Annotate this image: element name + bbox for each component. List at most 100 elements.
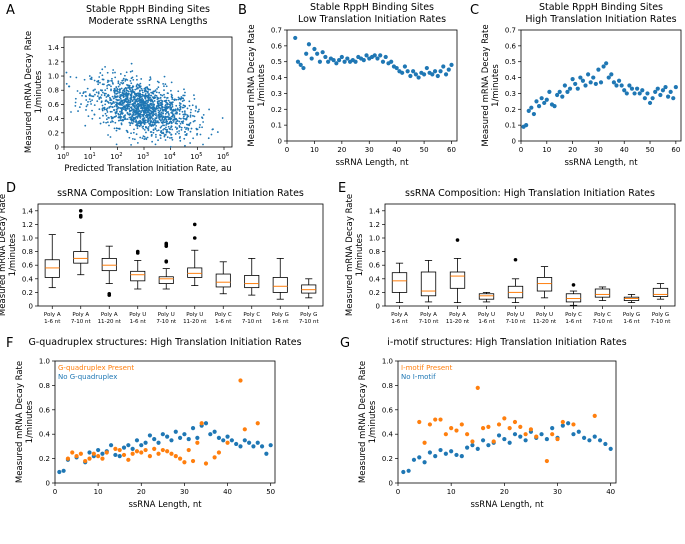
scatter-point [139, 450, 144, 455]
scatter-point [111, 95, 114, 98]
scatter-point [117, 127, 120, 130]
y-tick-label: 0.2 [39, 455, 50, 463]
scatter-point [433, 417, 438, 422]
scatter-point [188, 100, 191, 103]
scatter-point [144, 114, 147, 117]
scatter-point [170, 106, 173, 109]
scatter-point [89, 94, 92, 97]
scatter-point [147, 99, 150, 101]
scatter-point [171, 110, 174, 113]
box [44, 259, 60, 278]
scatter-point [127, 92, 130, 95]
scatter-point [195, 440, 200, 445]
x-tick-label: 10 [542, 146, 551, 154]
scatter-point [295, 59, 301, 64]
scatter-point [480, 426, 486, 431]
scatter-point [143, 138, 146, 140]
scatter-point [126, 443, 131, 448]
scatter-point [124, 109, 127, 112]
scatter-point [123, 90, 126, 93]
scatter-point [155, 94, 158, 97]
scatter-point [116, 110, 118, 112]
scatter-point [138, 90, 141, 93]
scatter-point [163, 85, 165, 88]
scatter-point [339, 54, 344, 60]
scatter-point [622, 88, 627, 93]
scatter-point [160, 102, 163, 104]
scatter-point [140, 87, 143, 90]
scatter-point [164, 96, 166, 99]
y-tick-label: 0.6 [39, 406, 51, 414]
scatter-point [98, 76, 101, 78]
scatter-point [116, 88, 119, 90]
scatter-point [110, 79, 113, 82]
y-tick-label: 0.4 [39, 431, 51, 439]
x-axis-label: ssRNA Length, nt [128, 500, 202, 510]
scatter-point [159, 137, 162, 140]
y-tick-label: 1.2 [369, 221, 380, 229]
x-tick-label: 40 [606, 488, 615, 496]
scatter-point [156, 87, 158, 90]
scatter-point [109, 121, 112, 124]
scatter-point [137, 108, 140, 111]
scatter-point [123, 105, 126, 108]
scatter-point [161, 118, 164, 120]
box [158, 276, 174, 284]
scatter-point [179, 98, 182, 101]
scatter-point [61, 468, 66, 473]
scatter-point [170, 136, 173, 139]
scatter-point [259, 444, 265, 449]
scatter-point [139, 101, 141, 104]
box [301, 284, 317, 294]
scatter-point [152, 105, 155, 107]
scatter-point [168, 131, 170, 133]
scatter-point [164, 128, 167, 131]
scatter-point [82, 92, 85, 95]
scatter-point [132, 117, 135, 120]
y-tick-label: 0.5 [271, 58, 282, 66]
plot-frame [520, 29, 682, 142]
scatter-point [496, 433, 502, 438]
scatter-point [151, 118, 154, 120]
scatter-point [202, 143, 204, 146]
scatter-point [107, 101, 110, 104]
y-tick-label: 0.4 [48, 115, 60, 123]
scatter-point [154, 90, 156, 93]
scatter-point [150, 124, 153, 127]
scatter-point [114, 71, 116, 74]
scatter-point [167, 99, 170, 102]
scatter-point [152, 436, 157, 442]
scatter-point [115, 105, 118, 108]
scatter-point [157, 109, 160, 112]
scatter-point [76, 90, 79, 92]
scatter-point [141, 108, 144, 110]
chart-title: Moderate ssRNA Lengths [88, 16, 207, 27]
scatter-point [125, 105, 128, 107]
scatter-point [177, 96, 180, 99]
scatter-point [190, 458, 196, 464]
scatter-point [380, 59, 386, 64]
scatter-point [162, 128, 165, 131]
scatter-point [162, 116, 165, 119]
scatter-point [192, 114, 194, 117]
scatter-point [85, 109, 87, 111]
scatter-point [70, 450, 75, 455]
chart-title: i-motif structures: High Translation Ini… [387, 337, 626, 348]
scatter-point [107, 93, 110, 96]
scatter-point [83, 78, 86, 81]
scatter-point [122, 96, 125, 99]
scatter-point [74, 97, 77, 100]
scatter-point [116, 102, 119, 104]
scatter-point [449, 426, 454, 431]
scatter-point [155, 91, 158, 94]
scatter-point [475, 446, 480, 451]
scatter-point [567, 86, 573, 91]
scatter-point [131, 137, 134, 140]
scatter-point [101, 83, 104, 86]
y-axis-label: 1/minutes [355, 233, 365, 276]
scatter-point [74, 101, 77, 104]
scatter-point [140, 110, 142, 113]
scatter-point [416, 75, 421, 80]
scatter-point [199, 133, 202, 136]
scatter-point [125, 71, 128, 74]
